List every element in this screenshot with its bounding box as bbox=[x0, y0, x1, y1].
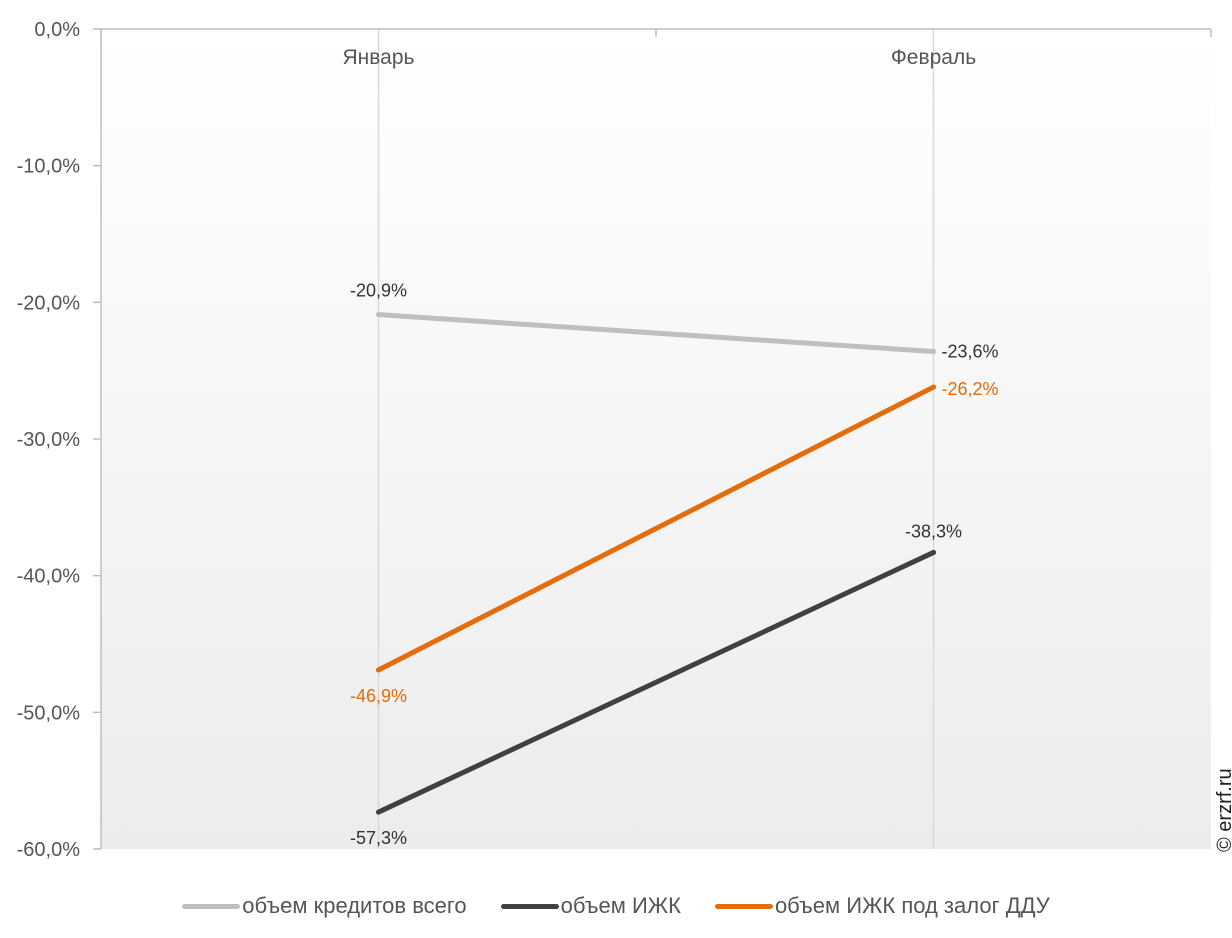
y-tick-label-5: -50,0% bbox=[17, 702, 81, 724]
legend-swatch-total-loans bbox=[182, 903, 241, 909]
data-label-series-0-point-0: -20,9% bbox=[350, 281, 407, 301]
series-line-0 bbox=[376, 312, 936, 355]
series-2-point-1 bbox=[931, 384, 936, 390]
y-tick-label-6: -60,0% bbox=[17, 839, 81, 861]
series-1-point-1 bbox=[931, 549, 936, 555]
data-label-series-2-point-1: -26,2% bbox=[942, 379, 999, 399]
series-2-point-0 bbox=[376, 667, 381, 673]
series-line-2 bbox=[376, 384, 936, 673]
label-layer: -20,9% -23,6% -46,9% -26,2% -57,3% -38,3% bbox=[350, 281, 999, 848]
data-label-series-1-point-0: -57,3% bbox=[350, 828, 407, 848]
y-tick-label-0: 0,0% bbox=[34, 19, 80, 41]
x-tick-label-1: Февраль bbox=[891, 46, 976, 69]
legend: объем кредитов всего объем ИЖК объем ИЖК… bbox=[0, 893, 1232, 919]
legend-label-izhk-ddu: объем ИЖК под залог ДДУ bbox=[774, 893, 1050, 918]
y-tick-label-1: -10,0% bbox=[17, 156, 81, 178]
legend-label-izhk: объем ИЖК bbox=[560, 893, 681, 918]
legend-item-total-loans: объем кредитов всего bbox=[182, 893, 467, 919]
legend-item-izhk: объем ИЖК bbox=[500, 893, 681, 919]
series-line-1 bbox=[376, 549, 936, 815]
data-label-series-2-point-0: -46,9% bbox=[350, 686, 407, 706]
series-0-point-1 bbox=[931, 349, 936, 355]
x-tick-label-0: Январь bbox=[343, 46, 415, 69]
series-layer bbox=[376, 312, 936, 815]
data-label-series-0-point-1: -23,6% bbox=[942, 342, 999, 362]
y-tick-label-4: -40,0% bbox=[17, 566, 81, 588]
y-tick-label-2: -20,0% bbox=[17, 292, 81, 314]
plot-area bbox=[101, 29, 1211, 849]
series-0-point-0 bbox=[376, 312, 381, 318]
legend-swatch-izhk bbox=[500, 903, 559, 909]
legend-item-izhk-ddu: объем ИЖК под залог ДДУ bbox=[714, 893, 1050, 919]
y-tick-label-3: -30,0% bbox=[17, 429, 81, 451]
axis-layer: 0,0% -10,0% -20,0% -30,0% -40,0% -50,0% -60,0%… bbox=[17, 19, 1212, 861]
series-1-point-0 bbox=[376, 809, 381, 815]
legend-label-total-loans: объем кредитов всего bbox=[242, 893, 467, 918]
grid-layer bbox=[377, 29, 935, 849]
data-label-series-1-point-1: -38,3% bbox=[905, 521, 962, 541]
legend-swatch-izhk-ddu bbox=[714, 903, 773, 909]
watermark: © erzrf.ru bbox=[1214, 768, 1232, 852]
